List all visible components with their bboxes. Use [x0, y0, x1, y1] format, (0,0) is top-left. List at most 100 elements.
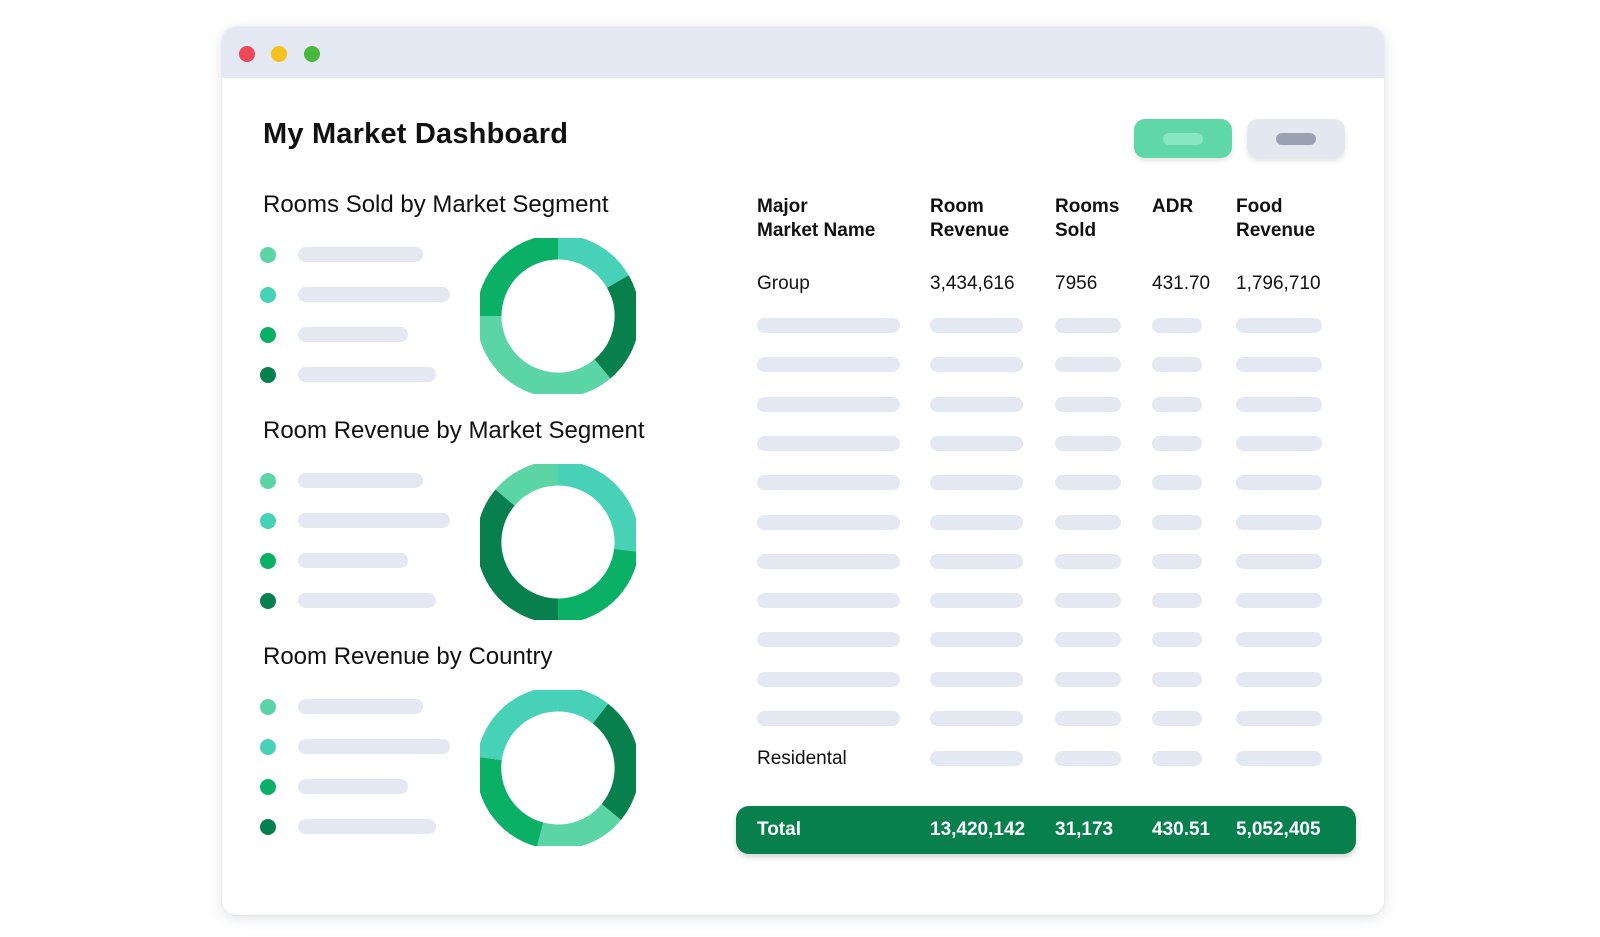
total-row: Total 13,420,142 31,173 430.51 5,052,405 [736, 806, 1356, 854]
legend-label-placeholder [298, 739, 450, 754]
cell-placeholder [757, 357, 900, 373]
column-header-major-market-name: Major Market Name [757, 195, 875, 243]
legend-dot [260, 553, 276, 569]
cell-placeholder [1152, 435, 1202, 451]
cell-placeholder [930, 751, 1023, 766]
cell-placeholder [1055, 751, 1121, 766]
cell-placeholder [1152, 357, 1202, 373]
cell-market-name: Residental [757, 748, 847, 769]
legend-label-placeholder [298, 819, 436, 834]
cell-placeholder [1236, 318, 1322, 333]
cell-placeholder [1055, 553, 1121, 569]
minimize-window-icon[interactable] [271, 46, 287, 62]
cell-placeholder [757, 514, 900, 530]
cell-placeholder [930, 553, 1023, 569]
close-window-icon[interactable] [239, 46, 255, 62]
legend-label-placeholder [298, 367, 436, 382]
cell-placeholder [1055, 475, 1121, 491]
donut-segment [557, 690, 609, 724]
cell-placeholder [930, 435, 1023, 451]
cell-placeholder [1152, 318, 1202, 333]
cell-placeholder [1152, 711, 1202, 726]
header-line: Major [757, 196, 808, 217]
column-header-adr: ADR [1152, 195, 1193, 219]
donut-segment [480, 315, 611, 394]
legend-label-placeholder [298, 473, 423, 488]
header-line: Rooms [1055, 196, 1120, 217]
header-line: ADR [1152, 196, 1194, 217]
cell-placeholder [1236, 514, 1322, 530]
column-header-rooms-sold: Rooms Sold [1055, 195, 1119, 243]
cell-placeholder [1055, 357, 1121, 373]
button-label-placeholder [1276, 133, 1316, 145]
legend-dot [260, 779, 276, 795]
total-rooms-sold: 31,173 [1055, 819, 1114, 840]
cell-placeholder [1236, 751, 1322, 766]
cell-placeholder [1055, 593, 1121, 609]
legend-label-placeholder [298, 247, 423, 262]
header-line: Food [1236, 196, 1283, 217]
maximize-window-icon[interactable] [304, 46, 320, 62]
cell-food-revenue: 1,796,710 [1236, 273, 1321, 294]
donut-segment [480, 238, 559, 317]
cell-placeholder [1152, 396, 1202, 412]
cell-placeholder [1152, 514, 1202, 530]
total-label: Total [757, 819, 801, 840]
donut-segment [557, 464, 636, 552]
legend-dot [260, 513, 276, 529]
cell-placeholder [1236, 671, 1322, 687]
cell-placeholder [1152, 593, 1202, 609]
donut-segment [557, 238, 629, 289]
cell-placeholder [757, 711, 900, 726]
legend-label-placeholder [298, 327, 408, 342]
donut-segment [557, 548, 636, 620]
cell-placeholder [757, 632, 900, 648]
cell-market-name: Group [757, 273, 810, 294]
cell-placeholder [1152, 475, 1202, 491]
cell-placeholder [930, 475, 1023, 491]
title-bar [222, 27, 1384, 78]
button-label-placeholder [1163, 133, 1203, 145]
cell-placeholder [930, 593, 1023, 609]
column-header-food-revenue: Food Revenue [1236, 195, 1315, 243]
chart-title-room-revenue-segment: Room Revenue by Market Segment [263, 417, 645, 444]
primary-action-button[interactable] [1134, 119, 1232, 158]
cell-placeholder [1152, 632, 1202, 648]
legend-dot [260, 699, 276, 715]
donut-chart-room-revenue-country [480, 690, 636, 846]
legend-dot [260, 739, 276, 755]
donut-segment [480, 489, 559, 620]
total-food-revenue: 5,052,405 [1236, 819, 1321, 840]
donut-segment [593, 275, 636, 379]
donut-chart-room-revenue-segment [480, 464, 636, 620]
cell-placeholder [1236, 593, 1322, 609]
donut-segment [480, 757, 544, 846]
legend-label-placeholder [298, 287, 450, 302]
header-line: Revenue [930, 220, 1010, 241]
legend-dot [260, 327, 276, 343]
secondary-action-button[interactable] [1247, 119, 1345, 158]
cell-placeholder [1236, 435, 1322, 451]
legend-dot [260, 247, 276, 263]
cell-rooms-sold: 7956 [1055, 273, 1098, 294]
donut-chart-rooms-sold [480, 238, 636, 394]
cell-placeholder [1055, 632, 1121, 648]
chart-title-room-revenue-country: Room Revenue by Country [263, 643, 553, 670]
legend-dot [260, 473, 276, 489]
cell-placeholder [1055, 711, 1121, 726]
cell-placeholder [930, 671, 1023, 687]
donut-segment [480, 690, 559, 761]
cell-placeholder [1236, 553, 1322, 569]
donut-segment [537, 803, 621, 846]
legend-dot [260, 593, 276, 609]
total-room-revenue: 13,420,142 [930, 819, 1026, 840]
cell-placeholder [1152, 553, 1202, 569]
legend-dot [260, 367, 276, 383]
cell-placeholder [1055, 435, 1121, 451]
cell-placeholder [757, 318, 900, 333]
cell-placeholder [757, 593, 900, 609]
cell-placeholder [930, 318, 1023, 333]
cell-placeholder [1236, 475, 1322, 491]
cell-placeholder [930, 357, 1023, 373]
cell-placeholder [757, 396, 900, 412]
